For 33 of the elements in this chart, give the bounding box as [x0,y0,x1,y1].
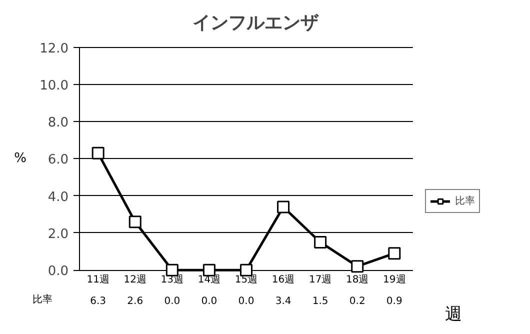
x-tick-label: 19週 [383,274,406,286]
x-tick-label: 18週 [346,274,369,286]
y-tick-label: 6.0 [48,152,69,168]
data-label: 3.4 [275,296,292,308]
data-label: 0.0 [238,296,254,308]
y-tick-label: 0.0 [48,264,69,280]
y-axis-title: % [14,151,26,166]
x-tick-label: 12週 [124,274,146,286]
data-label: 0.0 [164,296,180,308]
text: 比率 [32,294,53,306]
x-tick-label: 16週 [272,274,295,286]
x-axis-title: 週 [445,304,462,325]
y-tick-label: 12.0 [40,41,69,56]
data-label: 1.5 [312,296,328,308]
data-label: 6.3 [90,296,106,308]
data-label: 2.6 [127,296,144,308]
x-tick-label: 17週 [308,274,332,286]
chart-title: インフルエンザ [192,12,320,34]
data-label: 0.0 [201,296,218,308]
point [314,236,327,248]
y-tick-label: 2.0 [48,226,69,242]
data-label: 0.2 [349,296,366,308]
point [92,146,104,160]
legend-label: 比率 [455,194,475,208]
y-tick-label: 8.0 [48,116,69,131]
y-tick-label: 4.0 [48,190,69,205]
point [351,260,364,273]
point [388,247,401,260]
x-tick-label: 11週 [86,274,110,286]
data-label: 0.9 [386,296,402,308]
point [277,200,290,214]
point [128,216,142,228]
y-tick-label: 10.0 [40,78,69,94]
